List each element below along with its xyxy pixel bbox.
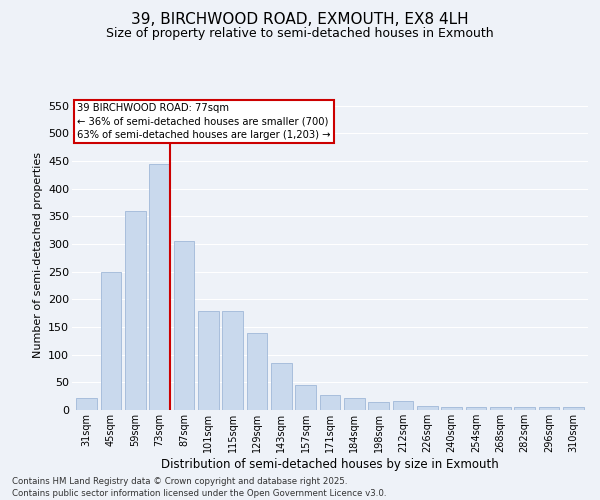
Bar: [466, 406, 487, 410]
Bar: [490, 406, 511, 410]
Bar: [247, 332, 268, 410]
X-axis label: Distribution of semi-detached houses by size in Exmouth: Distribution of semi-detached houses by …: [161, 458, 499, 470]
Bar: [442, 406, 462, 410]
Bar: [539, 407, 559, 410]
Text: 39 BIRCHWOOD ROAD: 77sqm
← 36% of semi-detached houses are smaller (700)
63% of : 39 BIRCHWOOD ROAD: 77sqm ← 36% of semi-d…: [77, 103, 331, 140]
Bar: [563, 407, 584, 410]
Bar: [101, 272, 121, 410]
Bar: [149, 164, 170, 410]
Bar: [125, 210, 146, 410]
Text: Size of property relative to semi-detached houses in Exmouth: Size of property relative to semi-detach…: [106, 28, 494, 40]
Bar: [514, 407, 535, 410]
Bar: [295, 384, 316, 410]
Bar: [368, 402, 389, 410]
Bar: [320, 395, 340, 410]
Bar: [76, 398, 97, 410]
Bar: [173, 241, 194, 410]
Y-axis label: Number of semi-detached properties: Number of semi-detached properties: [32, 152, 43, 358]
Bar: [198, 312, 218, 410]
Text: 39, BIRCHWOOD ROAD, EXMOUTH, EX8 4LH: 39, BIRCHWOOD ROAD, EXMOUTH, EX8 4LH: [131, 12, 469, 28]
Bar: [271, 363, 292, 410]
Bar: [392, 400, 413, 410]
Bar: [417, 406, 438, 410]
Text: Contains HM Land Registry data © Crown copyright and database right 2025.
Contai: Contains HM Land Registry data © Crown c…: [12, 476, 386, 498]
Bar: [344, 398, 365, 410]
Bar: [222, 312, 243, 410]
